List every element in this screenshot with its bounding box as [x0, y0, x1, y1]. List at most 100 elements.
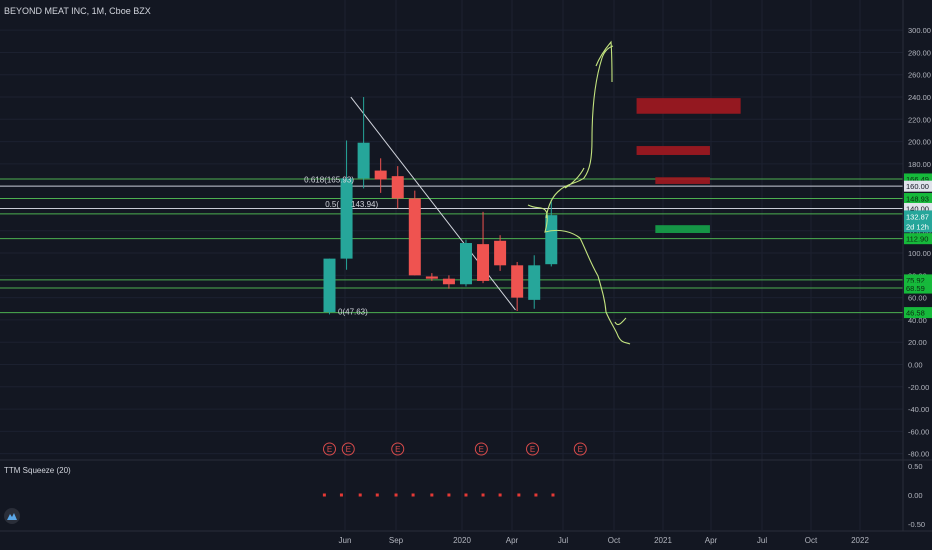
zone-red [636, 146, 710, 155]
x-tick-label: Jul [757, 536, 767, 545]
squeeze-dot [551, 493, 555, 497]
current-price-tag-bg [904, 210, 932, 233]
secondary-tag-bg [904, 180, 932, 192]
earnings-label: E [530, 445, 535, 454]
fib-label: 0.5( [325, 200, 339, 209]
x-tick-label: 2020 [453, 536, 471, 545]
squeeze-dot [481, 493, 485, 497]
y-tick-label: 100.00 [908, 249, 931, 258]
y-tick-label: 300.00 [908, 26, 931, 35]
projection-path [527, 40, 631, 345]
y-tick-label: 0.00 [908, 361, 923, 370]
y-tick-label: 220.00 [908, 115, 931, 124]
squeeze-dot [375, 493, 379, 497]
candle-body [408, 198, 421, 276]
squeeze-dot [322, 493, 326, 497]
level-tag: 112.90 [906, 235, 928, 244]
indicator-tick-label: -0.50 [908, 520, 925, 529]
y-tick-label: -40.00 [908, 405, 929, 414]
level-tag: 68.59 [906, 284, 925, 293]
level-tag: 46.58 [906, 309, 925, 318]
squeeze-dot [498, 493, 502, 497]
x-tick-label: Jul [558, 536, 568, 545]
earnings-label: E [395, 445, 400, 454]
indicator-label[interactable]: TTM Squeeze (20) [4, 466, 71, 475]
squeeze-dot [534, 493, 538, 497]
x-tick-label: Oct [805, 536, 818, 545]
squeeze-dot [447, 493, 451, 497]
panel-separator [0, 0, 932, 532]
candle-body [391, 176, 404, 199]
candle-body [511, 265, 524, 298]
y-tick-label: -20.00 [908, 383, 929, 392]
indicator-tick-label: 0.50 [908, 462, 923, 471]
candle-body [477, 244, 490, 281]
y-tick-label: 240.00 [908, 93, 931, 102]
x-tick-label: Apr [506, 536, 519, 545]
earnings-marker [341, 442, 355, 456]
earnings-marker [391, 442, 405, 456]
indicator-axis: 0.50 0.00 -0.50 [908, 462, 925, 529]
secondary-tag: 140.00 [906, 204, 929, 213]
x-tick-label: Sep [389, 536, 404, 545]
zone-green [655, 225, 710, 233]
candle-body [323, 258, 336, 313]
squeeze-dot [430, 493, 434, 497]
candle-body [374, 170, 387, 180]
candle-body [494, 240, 507, 266]
squeeze-dot [411, 493, 415, 497]
y-tick-label: 40.00 [908, 316, 927, 325]
y-tick-label: 60.00 [908, 294, 927, 303]
y-tick-label: 200.00 [908, 138, 931, 147]
logo-glyph-icon [7, 513, 17, 520]
secondary-tag: 160.00 [906, 182, 929, 191]
x-tick-label: Jun [339, 536, 352, 545]
x-tick-label: 2021 [654, 536, 672, 545]
x-tick-label: 2022 [851, 536, 869, 545]
level-tag-bg [904, 274, 932, 286]
y-tick-label: 180.00 [908, 160, 931, 169]
zone-red [636, 98, 741, 114]
tradingview-logo-icon[interactable] [4, 508, 20, 524]
candle-body [528, 265, 541, 300]
level-tag: 75.92 [906, 276, 925, 285]
candle-body [425, 276, 438, 279]
y-tick-label: 20.00 [908, 338, 927, 347]
candle-body [545, 215, 558, 265]
chart-title: BEYOND MEAT INC, 1M, Cboe BZX [4, 6, 151, 16]
current-price-tag: 132.87 [906, 212, 929, 221]
earnings-marker [323, 442, 336, 456]
projection-curve [527, 40, 631, 345]
level-tag-bg [904, 307, 932, 319]
level-tag-bg [904, 193, 932, 205]
earnings-label: E [327, 445, 332, 454]
y-tick-label: -60.00 [908, 427, 929, 436]
countdown-tag: 2d 12h [906, 222, 929, 231]
candles [323, 97, 558, 315]
squeeze-dot [394, 493, 398, 497]
y-tick-label: -80.00 [908, 450, 929, 459]
x-tick-label: Oct [608, 536, 621, 545]
earnings-marker [573, 442, 587, 456]
fib-label: 0.618(165.93) [304, 176, 354, 185]
earnings-marker [526, 442, 540, 456]
level-tag-bg [904, 233, 932, 245]
squeeze-dot [464, 493, 468, 497]
squeeze-dot [339, 493, 343, 497]
squeeze-dot [358, 493, 362, 497]
level-tag: 148.93 [906, 195, 929, 204]
grid [0, 0, 903, 530]
y-tick-label: 280.00 [908, 48, 931, 57]
squeeze-dot [517, 493, 521, 497]
level-tag-bg [904, 173, 932, 185]
x-tick-label: Apr [705, 536, 718, 545]
level-tag-bg [904, 282, 932, 294]
earnings-label: E [479, 445, 484, 454]
fibonacci-labels: 0.618(165.93) 0.5(143.94) 0(47.63) [304, 176, 378, 317]
fib-label: 143.94) [351, 200, 378, 209]
y-tick-label: 260.00 [908, 71, 931, 80]
earnings-marker [474, 442, 488, 456]
